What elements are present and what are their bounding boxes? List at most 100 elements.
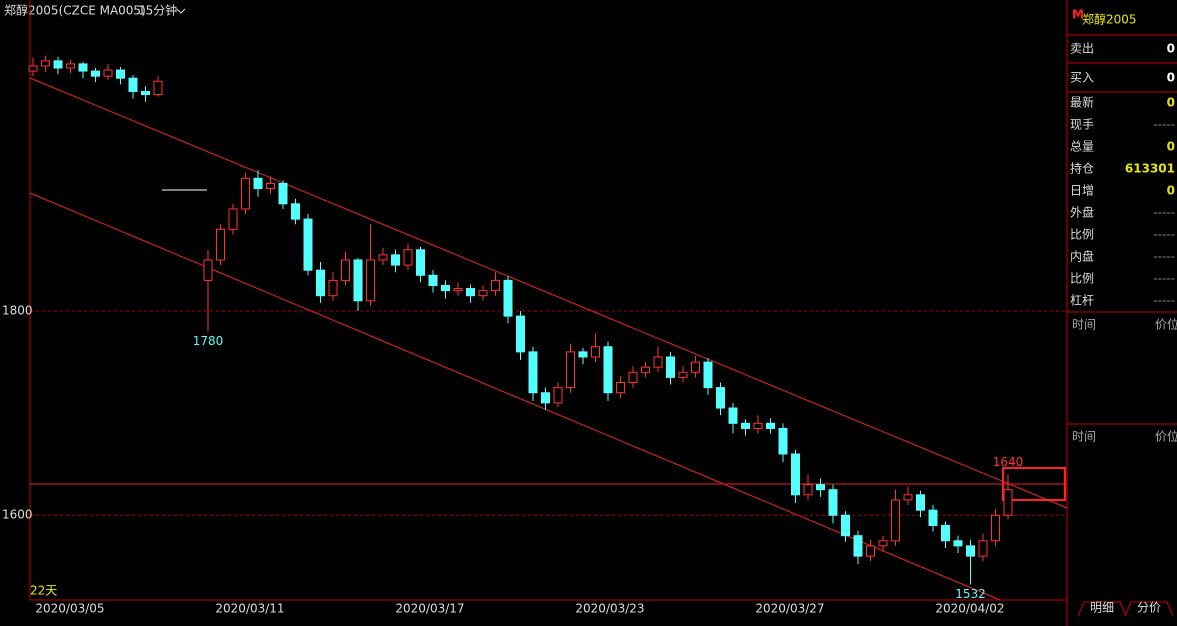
candle-body (453, 288, 463, 292)
candle-body (816, 484, 825, 491)
candle-body (753, 422, 763, 429)
candle-body (428, 274, 438, 286)
candle-body (866, 545, 875, 557)
candle-body (491, 279, 500, 292)
y-tick-label: 1600 (2, 508, 33, 522)
candle-body (503, 279, 513, 317)
row-value: ----- (1153, 228, 1175, 242)
symbol: 郑醇2005(CZCE MA005) (4, 3, 146, 18)
price-annotation: 1532 (955, 587, 986, 601)
candle-body (391, 254, 400, 266)
candle-body (341, 259, 350, 281)
tab[interactable]: 分价 (1137, 601, 1161, 615)
row-label: 比例 (1070, 228, 1094, 242)
highlight-box (1002, 467, 1066, 501)
row-value: ----- (1153, 118, 1175, 132)
candle-body (378, 254, 388, 261)
y-tick-label: 1800 (2, 304, 33, 318)
candle-body (741, 422, 750, 429)
candle-body (691, 361, 700, 373)
row-value: 0 (1167, 42, 1175, 56)
tab-shape[interactable] (1124, 601, 1174, 617)
row-value: ----- (1153, 206, 1175, 220)
tab-shape[interactable] (1077, 601, 1127, 617)
candle-body (978, 540, 988, 557)
candle-body (703, 361, 713, 389)
row-label: 总量 (1070, 140, 1094, 154)
candle-body (928, 509, 938, 526)
candle-body (266, 182, 275, 189)
col-head: 价位 (1155, 429, 1177, 444)
candle-body (28, 65, 38, 72)
candle-body (403, 249, 413, 266)
price-annotation: 1780 (193, 334, 224, 348)
row-label: 内盘 (1070, 249, 1094, 264)
row-label: 现手 (1070, 118, 1094, 132)
candle-body (366, 259, 375, 302)
candle-body (553, 387, 563, 404)
candle-body (653, 356, 663, 368)
candle-body (441, 284, 450, 292)
candle-body (903, 494, 913, 501)
candle-body (578, 351, 588, 358)
candle-body (991, 514, 1000, 542)
candle-body (116, 69, 125, 79)
candle-body (716, 387, 725, 409)
candle-body (328, 279, 338, 297)
x-tick-label: 2020/04/02 (935, 602, 1004, 616)
candle-body (616, 382, 625, 394)
channel-upper (29, 77, 1068, 509)
row-value: ----- (1153, 250, 1175, 264)
candle-body (478, 290, 488, 297)
row-value: ----- (1153, 272, 1175, 286)
x-tick-label: 2020/03/17 (395, 602, 464, 616)
candle-body (591, 346, 600, 358)
row-value: 613301 (1125, 162, 1175, 176)
candle-body (778, 427, 788, 455)
candle-body (528, 351, 538, 394)
candle-body (203, 259, 213, 281)
candle-body (541, 392, 550, 404)
candle-body (466, 288, 475, 297)
candle-body (416, 249, 425, 276)
candle-body (303, 218, 313, 271)
tab[interactable]: 明细 (1090, 601, 1114, 615)
candle-body (141, 90, 150, 96)
price-annotation: 1640 (993, 455, 1024, 469)
candle-body (566, 351, 575, 389)
row-label: 买入 (1070, 71, 1094, 85)
candle-body (641, 366, 650, 373)
col-head: 价位 (1155, 317, 1177, 332)
span-label: 22天 (30, 584, 57, 598)
candle-body (78, 63, 88, 72)
candle-body (516, 315, 525, 353)
candle-body (1003, 489, 1013, 516)
x-tick-label: 2020/03/11 (215, 602, 284, 616)
row-label: 比例 (1070, 272, 1094, 286)
candle-body (841, 514, 850, 537)
period[interactable]: 15分钟 (138, 3, 177, 18)
candle-body (791, 453, 800, 496)
x-tick-label: 2020/03/23 (575, 602, 644, 616)
panel-title: 郑醇2005 (1082, 12, 1137, 27)
row-value: 0 (1167, 71, 1175, 85)
candle-body (916, 494, 925, 511)
candle-body (666, 356, 675, 378)
candle-body (316, 269, 325, 297)
row-value: 0 (1167, 140, 1175, 154)
dropdown-arrow[interactable] (176, 8, 186, 14)
candle-body (678, 371, 688, 378)
row-label: 最新 (1070, 95, 1094, 110)
candle-body (891, 499, 900, 542)
candle-body (941, 524, 950, 542)
candle-body (228, 208, 238, 230)
panel-badge: M (1072, 8, 1084, 22)
row-value: 0 (1167, 96, 1175, 110)
row-value: 0 (1167, 184, 1175, 198)
row-label: 杠杆 (1070, 293, 1094, 308)
channel-lower (29, 192, 1001, 601)
candle-body (766, 422, 775, 429)
candle-body (353, 259, 363, 302)
